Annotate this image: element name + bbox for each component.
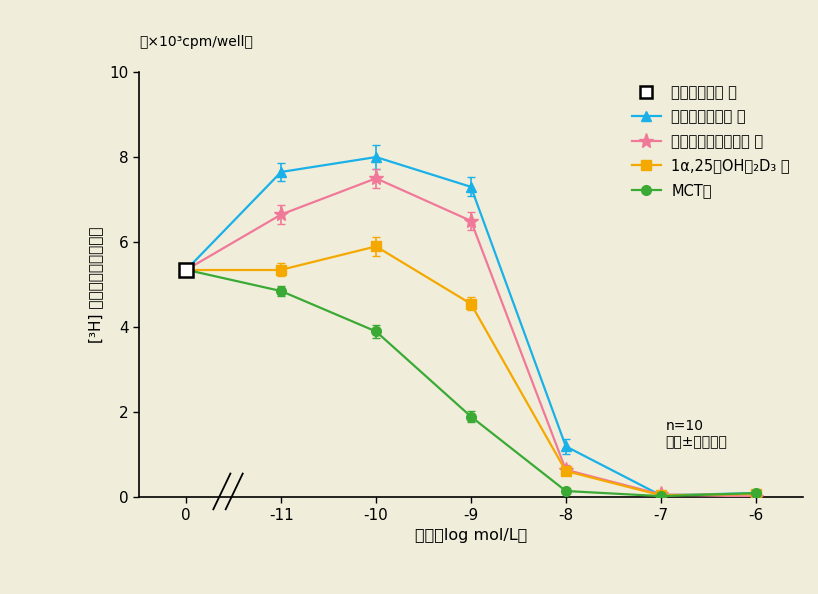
- Text: n=10
平均±標準誤差: n=10 平均±標準誤差: [665, 419, 727, 449]
- Legend: コントロール 群, タカルシトール 群, カルシポトリオール 群, 1α,25（OH）₂D₃ 群, MCT群: コントロール 群, タカルシトール 群, カルシポトリオール 群, 1α,25（…: [626, 79, 796, 204]
- Text: （×10³cpm/well）: （×10³cpm/well）: [139, 34, 253, 49]
- Y-axis label: [³H] チミジンの取り込み: [³H] チミジンの取り込み: [88, 226, 104, 343]
- X-axis label: 濃度（log mol/L）: 濃度（log mol/L）: [415, 528, 527, 544]
